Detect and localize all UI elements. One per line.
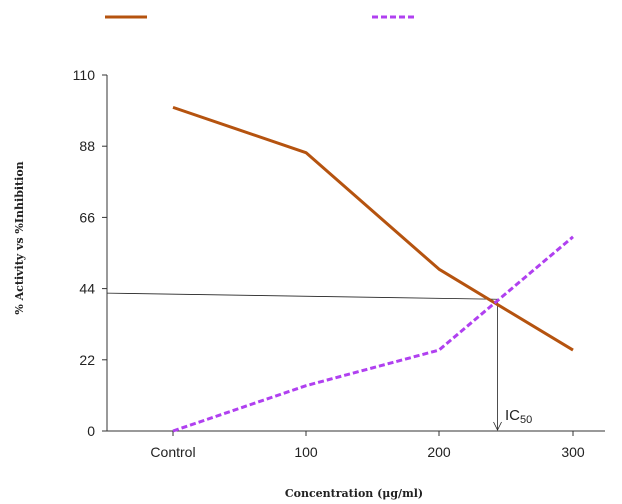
y-tick-label: 0: [87, 423, 95, 439]
ic50-arrow-head: [493, 421, 502, 431]
x-tick-label: 100: [294, 444, 318, 460]
ic50-guides: [106, 292, 502, 431]
x-axis-title: Concentration (μg/ml): [285, 487, 423, 500]
ic50-label-main: IC: [505, 407, 520, 424]
series-1-line: [172, 105, 574, 352]
ic50-label: IC50: [505, 407, 532, 426]
x-tick-label: 300: [561, 444, 585, 460]
ic50-label-subscript: 50: [520, 414, 532, 426]
y-tick-label: 110: [73, 67, 96, 83]
x-tick-label: Control: [150, 444, 195, 460]
y-tick-label: 44: [79, 281, 95, 297]
y-tick-label: 22: [79, 352, 95, 368]
y-tick-label: 66: [79, 209, 95, 225]
y-axis-title: % Activity vs %Inhibition: [13, 161, 26, 314]
y-tick-label: 88: [79, 138, 95, 154]
series-2-line: [172, 235, 574, 433]
x-tick-label: 200: [427, 444, 451, 460]
ic50-horizontal-line: [106, 292, 498, 300]
axes: 0 22 44 66 88 110 Control 100 200 300: [73, 67, 605, 460]
series-layer: [172, 105, 574, 433]
